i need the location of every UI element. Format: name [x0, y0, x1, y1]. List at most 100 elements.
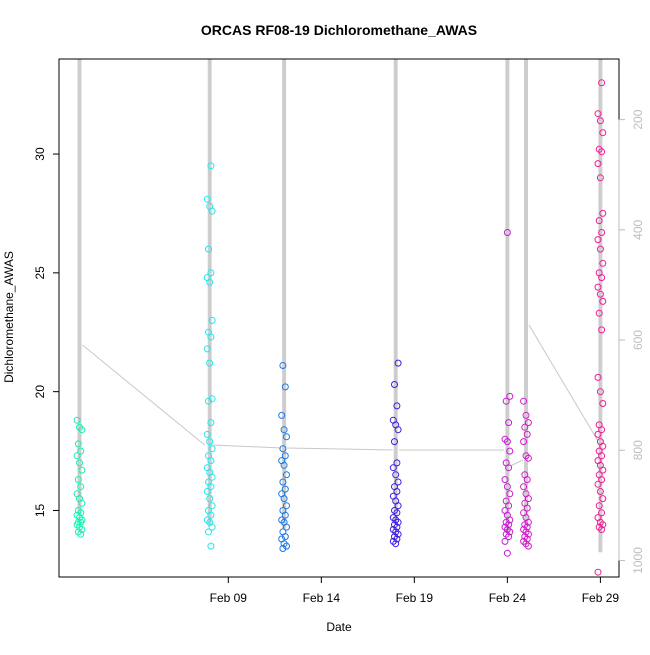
data-point — [501, 537, 509, 545]
data-point — [524, 495, 532, 503]
pressure-connector — [528, 324, 598, 441]
data-point — [389, 514, 397, 522]
data-point — [278, 516, 286, 524]
series-rf09 — [203, 162, 216, 550]
pressure-connector — [287, 447, 393, 451]
data-point — [520, 537, 528, 545]
data-point — [596, 290, 604, 298]
data-point — [283, 433, 290, 441]
data-point — [206, 278, 214, 286]
data-point — [502, 397, 510, 405]
y-tick-label: 15 — [33, 503, 47, 517]
data-point — [74, 528, 82, 536]
data-point — [208, 395, 216, 403]
data-point — [506, 447, 514, 455]
data-point — [599, 297, 607, 305]
data-point — [502, 518, 510, 526]
data-point — [524, 518, 532, 526]
data-point — [279, 478, 287, 486]
series-rf11 — [389, 359, 402, 548]
data-point — [73, 521, 81, 529]
y2-tick-label: 1000 — [631, 547, 645, 574]
data-point — [393, 523, 401, 531]
data-point — [523, 535, 531, 543]
data-point — [599, 209, 607, 217]
data-point — [283, 542, 290, 550]
data-point — [77, 483, 85, 491]
data-point — [503, 549, 511, 557]
data-point — [503, 526, 511, 533]
data-point — [596, 117, 604, 125]
y-tick-label: 25 — [33, 266, 47, 280]
pressure-connector — [510, 459, 524, 467]
data-point — [505, 533, 513, 541]
data-point — [520, 483, 528, 491]
data-point — [389, 526, 397, 533]
data-point — [598, 229, 606, 236]
data-point — [281, 485, 289, 493]
data-point — [394, 359, 402, 367]
data-point — [73, 511, 81, 519]
data-point — [78, 526, 86, 533]
data-point — [599, 495, 607, 503]
data-point — [392, 528, 400, 536]
data-point — [203, 488, 211, 495]
data-point — [207, 333, 215, 341]
series-rf08 — [73, 416, 86, 538]
data-point — [594, 373, 602, 381]
data-point — [501, 523, 509, 531]
data-point — [392, 471, 400, 479]
data-point — [73, 416, 81, 424]
data-point — [595, 217, 603, 225]
data-point — [505, 502, 513, 510]
axes: Feb 09 Feb 14 Feb 19 Feb 24 Feb 29 15 20 25 30 20… — [33, 109, 645, 605]
data-point — [598, 326, 606, 334]
data-point — [599, 259, 607, 267]
series-rf10 — [278, 362, 290, 552]
data-point — [278, 411, 286, 419]
data-point — [393, 488, 401, 495]
data-point — [77, 530, 85, 538]
data-point — [598, 509, 606, 517]
chart-title: ORCAS RF08-19 Dichloromethane_AWAS — [201, 22, 477, 38]
data-point — [523, 476, 531, 484]
x-tick-label: Feb 29 — [582, 591, 620, 605]
data-point — [392, 540, 400, 548]
data-point — [503, 483, 511, 491]
data-point — [392, 516, 400, 524]
series-rf12 — [501, 229, 514, 557]
plot-frame — [58, 58, 620, 578]
data-point — [599, 466, 607, 474]
data-point — [393, 535, 401, 543]
data-point — [280, 495, 288, 503]
data-point — [502, 530, 510, 538]
data-point — [506, 516, 514, 524]
data-point — [281, 383, 289, 391]
data-point — [523, 430, 531, 438]
data-point — [281, 511, 289, 519]
data-point — [521, 533, 529, 541]
data-point — [520, 397, 528, 405]
y2-tick-label: 200 — [631, 109, 645, 129]
data-point — [598, 476, 606, 484]
data-point — [599, 400, 607, 407]
data-point — [77, 447, 85, 455]
data-point — [594, 430, 602, 438]
data-point — [78, 426, 86, 434]
data-point — [394, 518, 402, 526]
data-point — [206, 495, 214, 503]
data-point — [73, 452, 81, 460]
data-point — [501, 435, 509, 443]
data-point — [521, 423, 529, 431]
data-point — [203, 195, 211, 203]
data-point — [594, 568, 602, 576]
data-point — [74, 476, 82, 484]
data-point — [283, 523, 290, 531]
data-point — [205, 528, 212, 536]
data-point — [279, 445, 287, 453]
data-point — [206, 438, 214, 446]
data-point — [595, 145, 603, 153]
data-point — [598, 426, 606, 434]
data-point — [76, 514, 83, 522]
